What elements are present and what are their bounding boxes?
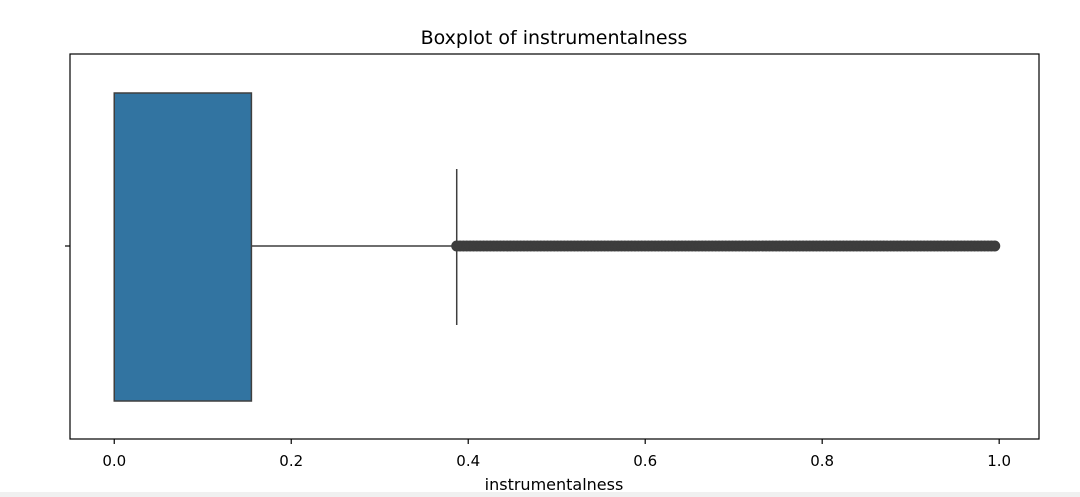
bottom-strip (0, 492, 1080, 497)
x-tick-label: 0.4 (456, 452, 480, 470)
box-group (113, 92, 1001, 402)
iqr-box (113, 92, 253, 402)
x-tick-label: 0.2 (279, 452, 303, 470)
x-axis-ticks: 0.0 0.2 0.4 0.6 0.8 1.0 (102, 439, 1011, 470)
outlier-point (989, 240, 1001, 252)
x-tick-label: 1.0 (987, 452, 1011, 470)
x-axis-label: instrumentalness (485, 475, 624, 494)
x-tick-label: 0.0 (102, 452, 126, 470)
chart-title: Boxplot of instrumentalness (421, 27, 688, 49)
x-tick-label: 0.8 (810, 452, 834, 470)
x-tick-label: 0.6 (633, 452, 657, 470)
outlier-points (451, 240, 1001, 252)
